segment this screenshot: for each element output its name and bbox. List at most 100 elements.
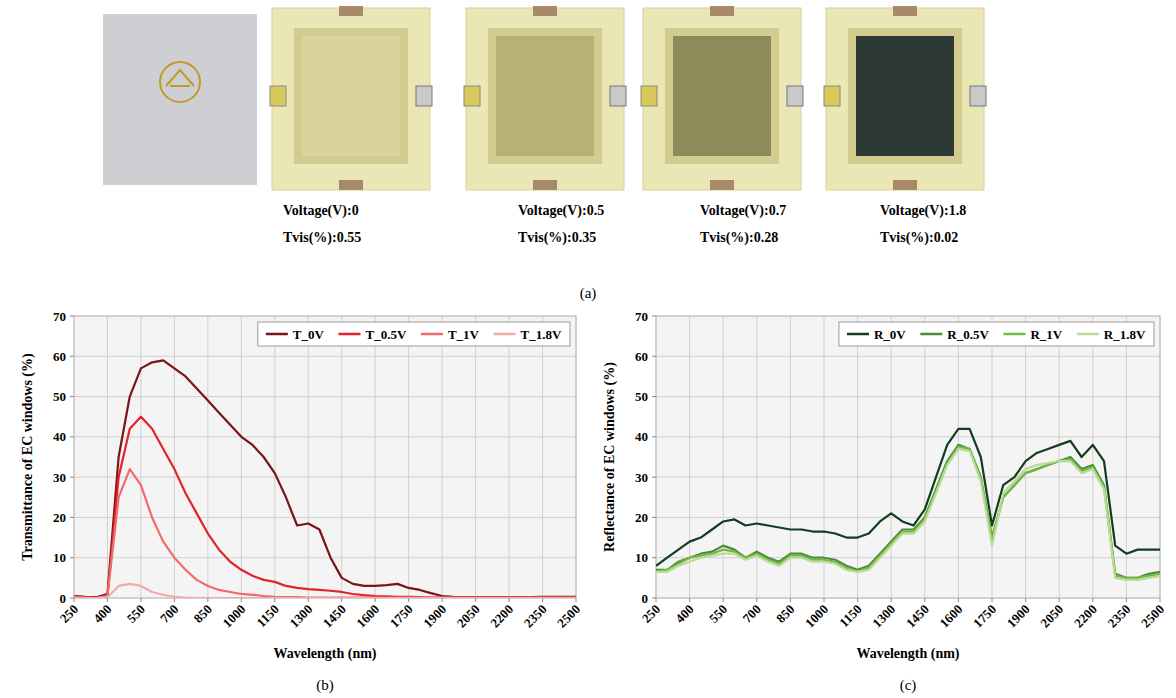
electrode-border [294, 28, 408, 164]
voltage-label: Voltage(V):0 [283, 203, 359, 219]
grid-line-x [207, 316, 208, 598]
series-line [656, 447, 1160, 578]
tick-x [689, 598, 690, 602]
grid-line-y [656, 557, 1160, 558]
tick-label-x: 250 [57, 602, 81, 626]
tape-top [533, 6, 557, 16]
clip-left [641, 86, 657, 106]
logo-ring [160, 62, 200, 102]
legend-label: T_1.8V [521, 327, 562, 342]
plot-frame [656, 316, 1160, 598]
grid-line-x [308, 316, 309, 598]
tick-x [1059, 598, 1060, 602]
grid-line-x [408, 316, 409, 598]
glass-frame [272, 8, 430, 190]
grid [656, 316, 1160, 598]
tvis-label: Tvis(%):0.35 [518, 230, 596, 246]
electrode-border [665, 28, 779, 164]
tick-label-y: 10 [53, 550, 66, 565]
tick-x [790, 598, 791, 602]
tick-y [652, 316, 656, 317]
tick-label-x: 1750 [970, 602, 999, 631]
tick-x [274, 598, 275, 602]
grid-line-x [723, 316, 724, 598]
grid-line-x [140, 316, 141, 598]
figure: Voltage(V):0Tvis(%):0.55Voltage(V):0.5Tv… [0, 0, 1176, 698]
tick-label-x: 400 [672, 602, 696, 626]
tick-label-x: 1600 [353, 602, 382, 631]
tick-label-x: 1600 [937, 602, 966, 631]
tick-x [341, 598, 342, 602]
tick-x [1025, 598, 1026, 602]
grid-line-x [107, 316, 108, 598]
tick-y [70, 436, 74, 437]
tick-label-x: 2500 [554, 602, 583, 631]
voltage-label: Voltage(V):0.5 [518, 203, 604, 219]
legend-swatch [1003, 333, 1025, 336]
legend-label: T_1V [448, 327, 480, 342]
tick-label-y: 40 [53, 429, 66, 444]
tick-label-x: 1000 [802, 602, 831, 631]
tick-y [70, 517, 74, 518]
grid-line-x [824, 316, 825, 598]
grid-line-x [891, 316, 892, 598]
grid-line-x [241, 316, 242, 598]
tick-y [70, 477, 74, 478]
tick-y [652, 396, 656, 397]
tick-label-x: 850 [191, 602, 215, 626]
grid-line-x [509, 316, 510, 598]
tick-x [1126, 598, 1127, 602]
tick-y [652, 436, 656, 437]
axis-title-x: Wavelength (nm) [856, 646, 959, 662]
series-line [74, 417, 576, 598]
tinted-area [496, 36, 594, 156]
tick-x [308, 598, 309, 602]
tick-x [107, 598, 108, 602]
tick-y [652, 598, 656, 599]
tick-label-y: 70 [635, 309, 648, 324]
tick-label-x: 1750 [387, 602, 416, 631]
tick-label-x: 1900 [420, 602, 449, 631]
clip-right [610, 86, 626, 106]
tick-y [652, 356, 656, 357]
tick-x [1092, 598, 1093, 602]
legend-swatch [920, 333, 942, 336]
grid-line-x [1059, 316, 1060, 598]
legend: R_0VR_0.5VR_1VR_1.8V [839, 322, 1154, 346]
line-chart: 0102030405060702504005507008501000115013… [602, 309, 1167, 695]
tvis-label: Tvis(%):0.28 [700, 230, 778, 246]
plot-frame [74, 316, 576, 598]
legend-label: R_0.5V [947, 327, 989, 342]
tape-top [710, 6, 734, 16]
tick-label-x: 700 [157, 602, 181, 626]
legend: T_0VT_0.5VT_1VT_1.8V [258, 322, 570, 346]
tick-label-x: 1150 [836, 602, 864, 630]
reference-photo [103, 14, 257, 185]
tick-x [891, 598, 892, 602]
legend-swatch [494, 333, 516, 336]
tick-x [542, 598, 543, 602]
clip-right [416, 86, 432, 106]
tick-label-y: 30 [635, 470, 648, 485]
tick-label-x: 2200 [1071, 602, 1100, 631]
grid-line-y [656, 517, 1160, 518]
axis-title-x: Wavelength (nm) [273, 646, 376, 662]
tick-y [652, 557, 656, 558]
glass-frame [826, 8, 984, 190]
tick-label-y: 20 [53, 510, 66, 525]
legend-label: R_0V [874, 327, 906, 342]
tick-y [70, 396, 74, 397]
grid-line-x [1025, 316, 1026, 598]
tick-label-x: 2350 [521, 602, 550, 631]
legend-swatch [1077, 333, 1099, 336]
legend-swatch [266, 333, 288, 336]
ec-window-photo [270, 6, 432, 190]
tick-label-x: 700 [740, 602, 764, 626]
tick-label-y: 60 [53, 349, 66, 364]
tick-x [924, 598, 925, 602]
clip-left [270, 86, 286, 106]
tick-label-x: 850 [773, 602, 797, 626]
grid-line-x [992, 316, 993, 598]
tick-x [576, 598, 577, 602]
tape-bottom [339, 180, 363, 190]
